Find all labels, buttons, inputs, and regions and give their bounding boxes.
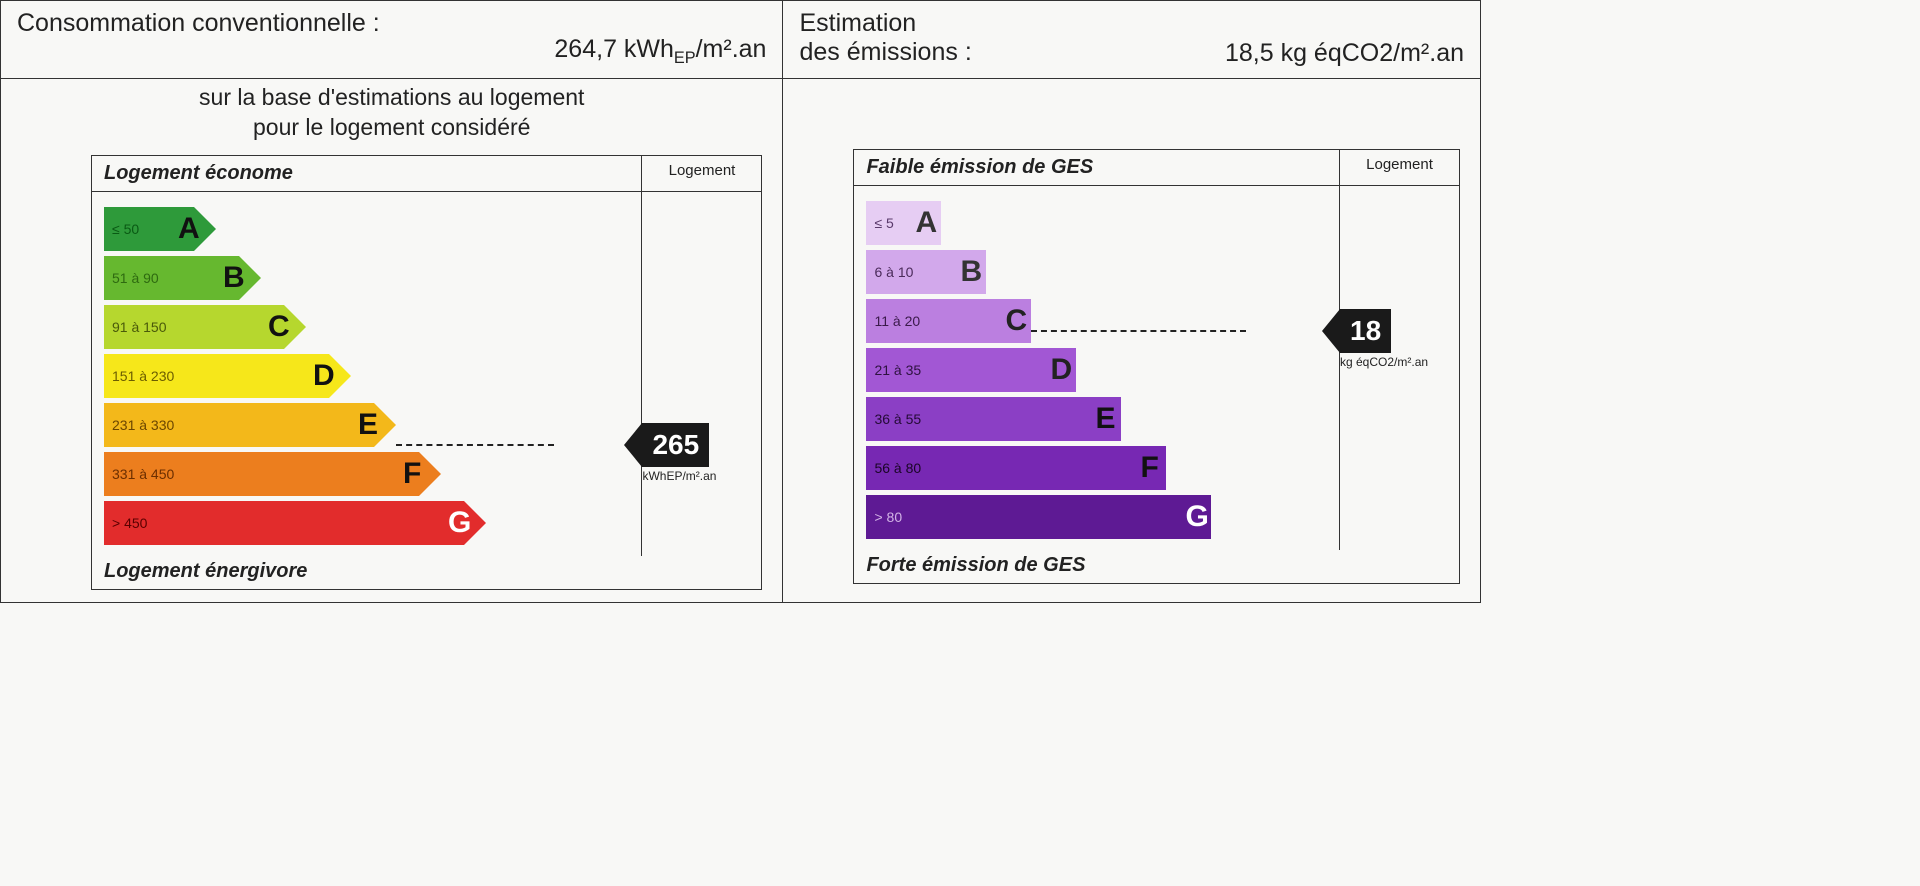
- energy-bar-shape-b: 51 à 90B: [104, 256, 631, 300]
- energy-bar-c: 91 à 150C: [104, 305, 631, 349]
- energy-header-label: Consommation conventionnelle :: [17, 9, 380, 38]
- energy-chart-title-top: Logement économe: [92, 156, 641, 191]
- energy-bar-shape-a: ≤ 50A: [104, 207, 631, 251]
- energy-bar-b: 51 à 90B: [104, 256, 631, 300]
- energy-bar-f: 331 à 450F: [104, 452, 631, 496]
- ges-bar-letter-a: A: [915, 206, 937, 240]
- ges-chart-title-bottom: Forte émission de GES: [854, 550, 1459, 583]
- energy-indicator: 265: [624, 423, 709, 467]
- energy-bar-range-b: 51 à 90: [104, 256, 239, 300]
- ges-indicator-value: 18: [1340, 309, 1391, 353]
- energy-bar-letter-d: D: [313, 359, 335, 393]
- energy-bar-e: 231 à 330E: [104, 403, 631, 447]
- energy-bar-d: 151 à 230D: [104, 354, 631, 398]
- energy-bars-column: ≤ 50A 51 à 90B 91 à 150C 151 à 230D 231 à 33…: [92, 192, 641, 556]
- energy-bar-shape-g: > 450G: [104, 501, 631, 545]
- ges-bar-range-g: > 80: [866, 495, 1211, 539]
- ges-bar-f: 56 à 80F: [866, 446, 1329, 490]
- ges-bar-letter-b: B: [960, 255, 982, 289]
- ges-bar-letter-e: E: [1095, 402, 1115, 436]
- ges-indicator: 18: [1322, 309, 1391, 353]
- energy-chart: Logement économe Logement ≤ 50A 51 à 90B 9…: [91, 155, 762, 590]
- ges-bar-shape-b: 6 à 10B: [866, 250, 1329, 294]
- energy-bar-tip-f: [419, 452, 441, 496]
- energy-bar-shape-d: 151 à 230D: [104, 354, 631, 398]
- energy-indicator-unit: kWhEP/m².an: [642, 469, 716, 483]
- ges-header: Estimation des émissions : 18,5 kg éqCO2…: [783, 1, 1480, 79]
- energy-bar-a: ≤ 50A: [104, 207, 631, 251]
- energy-bar-range-c: 91 à 150: [104, 305, 284, 349]
- ges-bar-range-e: 36 à 55: [866, 397, 1121, 441]
- ges-bar-shape-f: 56 à 80F: [866, 446, 1329, 490]
- energy-indicator-tip: [624, 423, 642, 467]
- energy-subtitle-line2: pour le logement considéré: [253, 114, 530, 140]
- ges-bar-shape-g: > 80G: [866, 495, 1329, 539]
- energy-panel: Consommation conventionnelle : 264,7 kWh…: [1, 1, 783, 602]
- energy-indicator-value: 265: [642, 423, 709, 467]
- ges-bar-letter-d: D: [1050, 353, 1072, 387]
- energy-subtitle-line1: sur la base d'estimations au logement: [199, 84, 584, 110]
- energy-bar-letter-g: G: [448, 506, 471, 540]
- ges-indicator-tip: [1322, 309, 1340, 353]
- ges-bar-letter-c: C: [1005, 304, 1027, 338]
- ges-chart-head: Faible émission de GES Logement: [854, 150, 1459, 186]
- ges-bar-shape-a: ≤ 5A: [866, 201, 1329, 245]
- ges-bar-range-f: 56 à 80: [866, 446, 1166, 490]
- ges-chart-body: ≤ 5A 6 à 10B 11 à 20C 21 à 35D 36 à 55E 56 à …: [854, 186, 1459, 550]
- ges-indicator-connector: [1031, 330, 1246, 332]
- ges-side-header: Logement: [1339, 150, 1459, 185]
- ges-bar-range-d: 21 à 35: [866, 348, 1076, 392]
- energy-bar-letter-e: E: [358, 408, 378, 442]
- energy-bar-range-f: 331 à 450: [104, 452, 419, 496]
- ges-bar-shape-c: 11 à 20C: [866, 299, 1329, 343]
- energy-bar-letter-f: F: [403, 457, 421, 491]
- ges-bar-b: 6 à 10B: [866, 250, 1329, 294]
- ges-bar-c: 11 à 20C: [866, 299, 1329, 343]
- ges-bar-a: ≤ 5A: [866, 201, 1329, 245]
- ges-bar-letter-f: F: [1140, 451, 1158, 485]
- energy-chart-head: Logement économe Logement: [92, 156, 761, 192]
- energy-header-value: 264,7 kWhEP/m².an: [554, 35, 766, 68]
- ges-bars-column: ≤ 5A 6 à 10B 11 à 20C 21 à 35D 36 à 55E 56 à …: [854, 186, 1339, 550]
- energy-side-column: 265 kWhEP/m².an: [641, 192, 761, 556]
- ges-panel: Estimation des émissions : 18,5 kg éqCO2…: [783, 1, 1480, 602]
- ges-chart: Faible émission de GES Logement ≤ 5A 6 à …: [853, 149, 1460, 584]
- energy-subtitle: sur la base d'estimations au logement po…: [1, 79, 782, 151]
- ges-bar-shape-e: 36 à 55E: [866, 397, 1329, 441]
- ges-bar-letter-g: G: [1185, 500, 1208, 534]
- energy-bar-shape-c: 91 à 150C: [104, 305, 631, 349]
- ges-chart-title-top: Faible émission de GES: [854, 150, 1339, 185]
- ges-bar-g: > 80G: [866, 495, 1329, 539]
- energy-bar-shape-f: 331 à 450F: [104, 452, 631, 496]
- energy-bar-letter-b: B: [223, 261, 245, 295]
- energy-bar-letter-a: A: [178, 212, 200, 246]
- ges-bar-e: 36 à 55E: [866, 397, 1329, 441]
- energy-bar-shape-e: 231 à 330E: [104, 403, 631, 447]
- energy-chart-title-bottom: Logement énergivore: [92, 556, 761, 589]
- ges-side-column: 18 kg éqCO2/m².an: [1339, 186, 1459, 550]
- energy-bar-letter-c: C: [268, 310, 290, 344]
- energy-bar-g: > 450G: [104, 501, 631, 545]
- energy-bar-range-e: 231 à 330: [104, 403, 374, 447]
- energy-chart-body: ≤ 50A 51 à 90B 91 à 150C 151 à 230D 231 à 33…: [92, 192, 761, 556]
- energy-header: Consommation conventionnelle : 264,7 kWh…: [1, 1, 782, 79]
- energy-bar-range-g: > 450: [104, 501, 464, 545]
- ges-header-label: Estimation des émissions :: [799, 9, 971, 67]
- ges-bar-shape-d: 21 à 35D: [866, 348, 1329, 392]
- dpe-container: Consommation conventionnelle : 264,7 kWh…: [0, 0, 1481, 603]
- ges-indicator-unit: kg éqCO2/m².an: [1340, 355, 1428, 369]
- energy-side-header: Logement: [641, 156, 761, 191]
- energy-header-value-text: 264,7 kWhEP/m².an: [554, 35, 766, 63]
- energy-indicator-connector: [396, 444, 554, 446]
- ges-header-value: 18,5 kg éqCO2/m².an: [1225, 39, 1464, 68]
- ges-bar-d: 21 à 35D: [866, 348, 1329, 392]
- energy-bar-range-d: 151 à 230: [104, 354, 329, 398]
